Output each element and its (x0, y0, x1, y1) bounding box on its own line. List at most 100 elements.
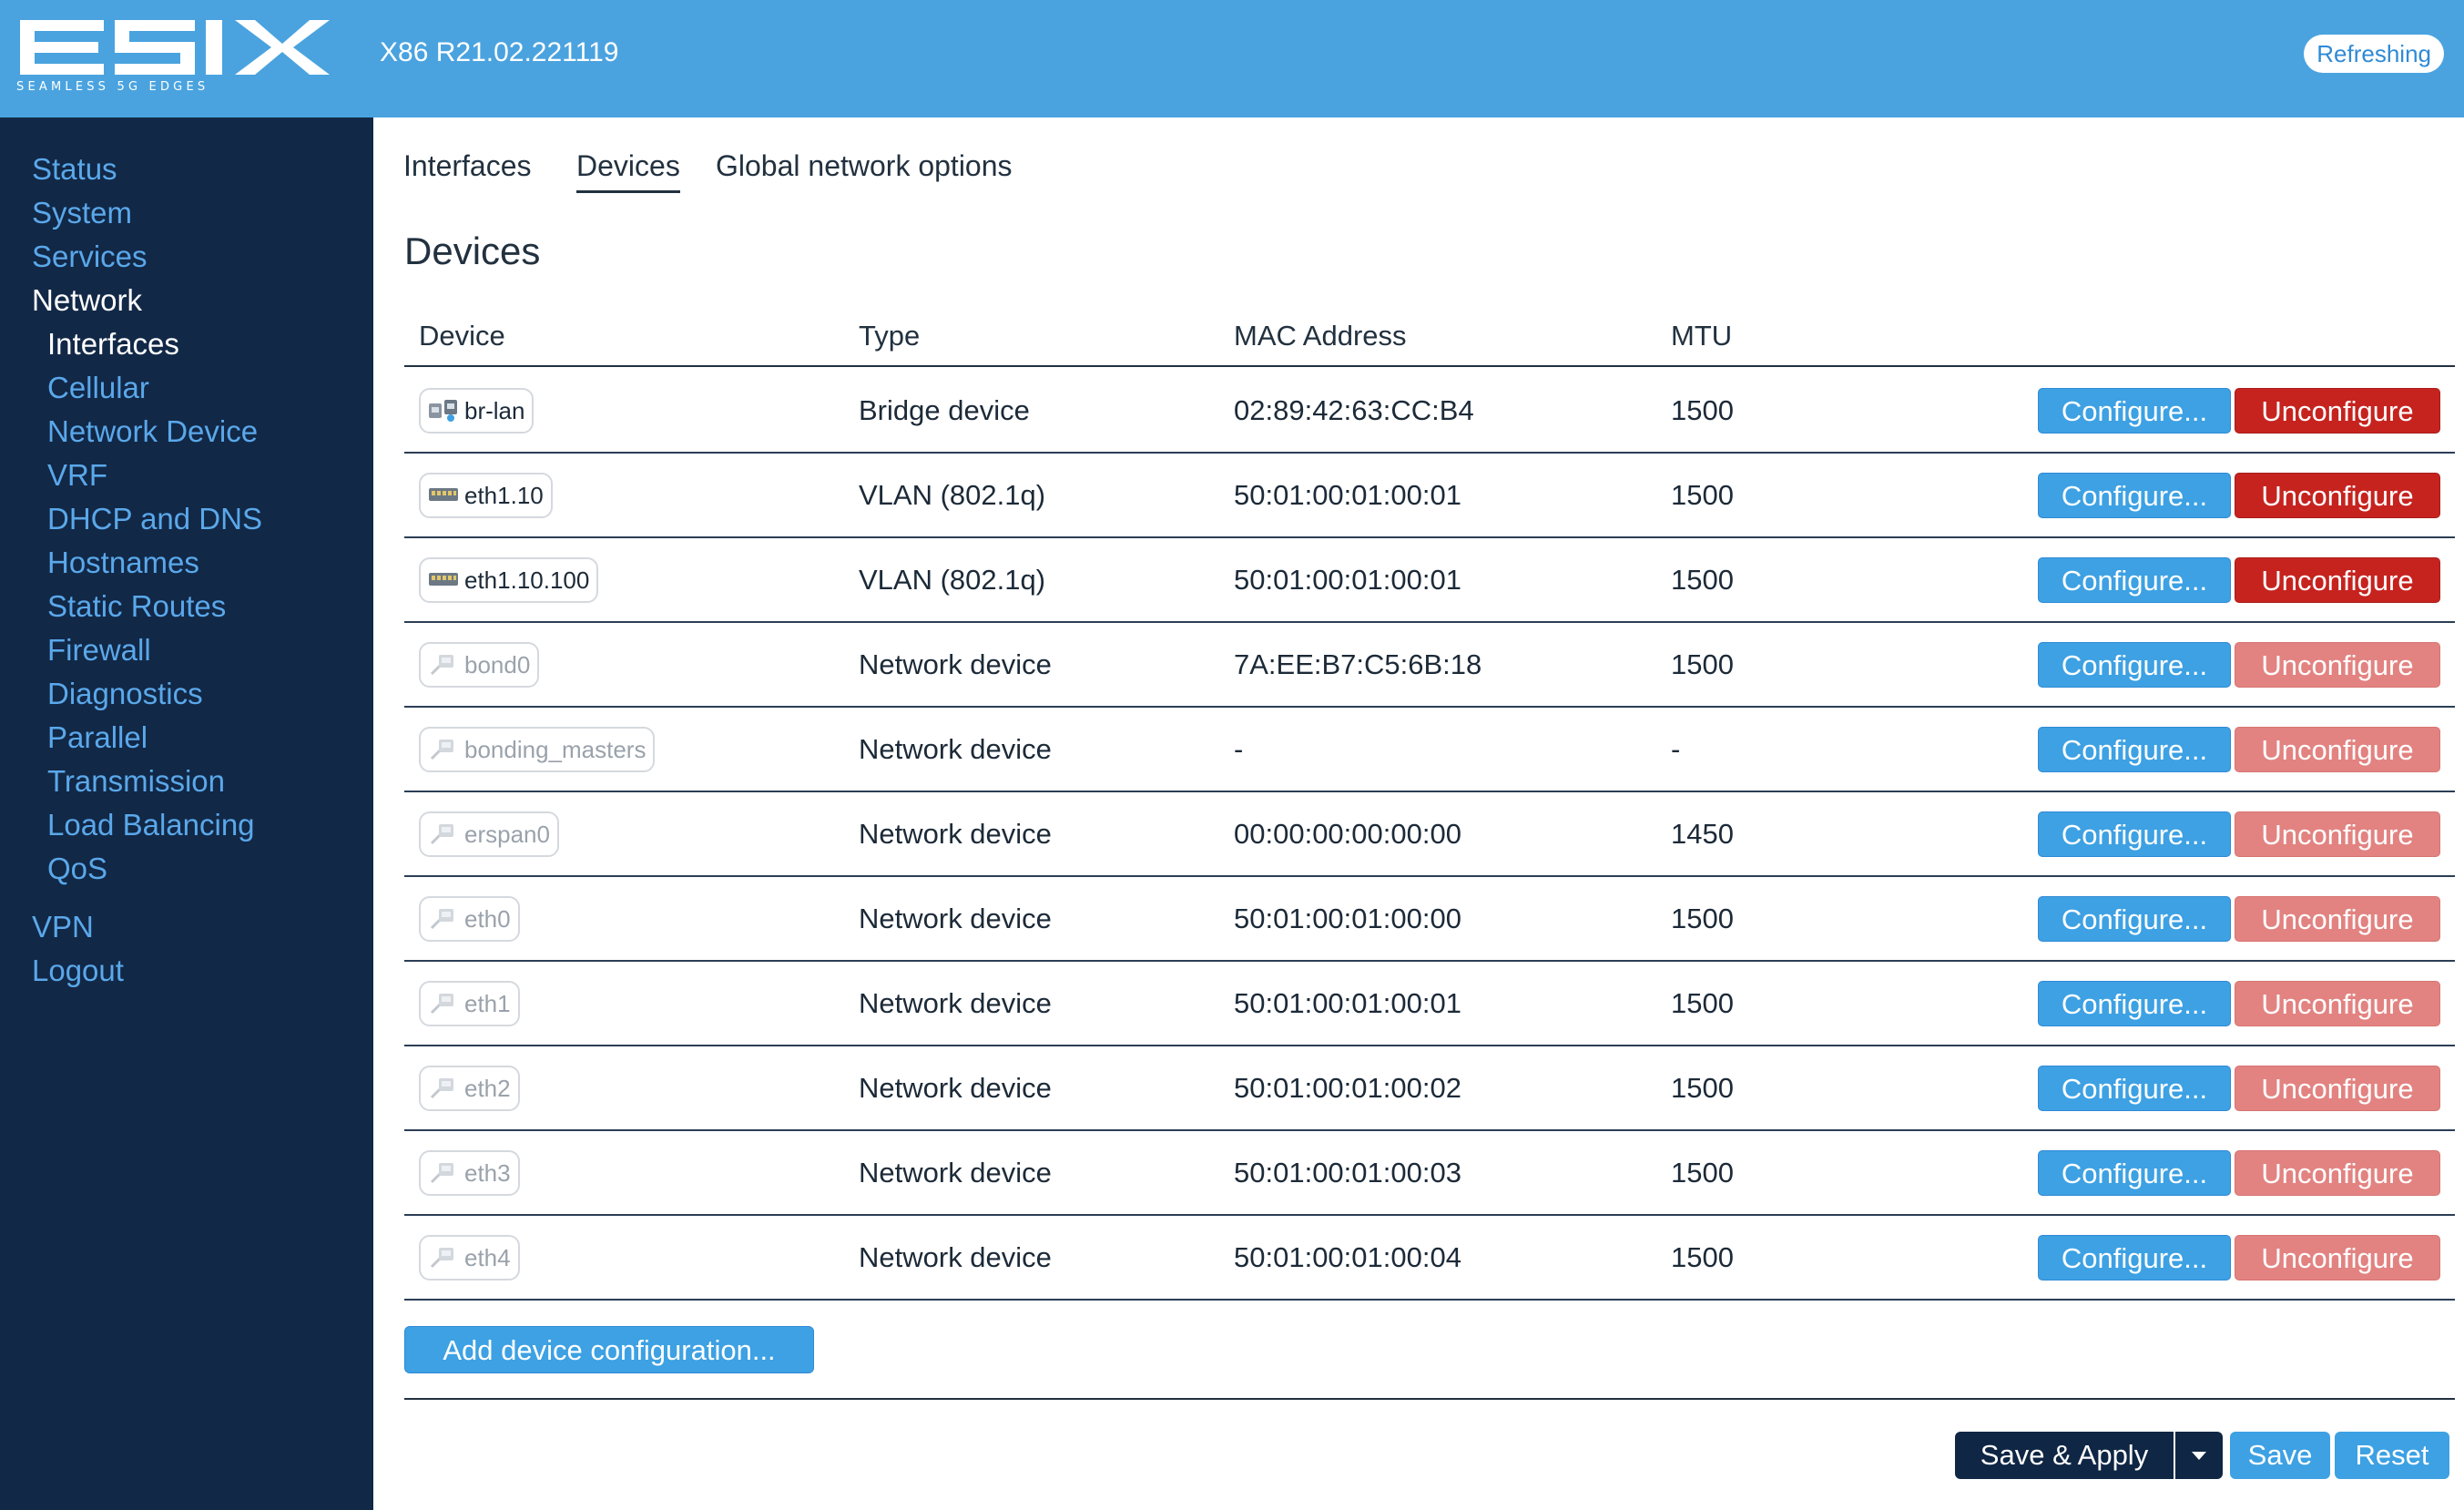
device-badge: eth0 (419, 896, 520, 942)
table-row: eth4 Network device 50:01:00:01:00:04 15… (404, 1216, 2455, 1301)
device-mac: 50:01:00:01:00:01 (1234, 479, 1461, 511)
configure-button[interactable]: Configure... (2038, 1066, 2231, 1111)
ethernet-icon (428, 906, 459, 932)
unconfigure-button[interactable]: Unconfigure (2235, 1235, 2440, 1280)
sidebar-subitem-hostnames[interactable]: Hostnames (47, 546, 199, 579)
device-type: Network device (859, 733, 1052, 765)
unconfigure-button[interactable]: Unconfigure (2235, 981, 2440, 1026)
configure-button[interactable]: Configure... (2038, 557, 2231, 603)
sidebar-subitem-qos[interactable]: QoS (47, 852, 108, 885)
sidebar-subitem-interfaces[interactable]: Interfaces (47, 327, 179, 361)
device-mac: 50:01:00:01:00:04 (1234, 1241, 1461, 1273)
device-badge: eth1 (419, 981, 520, 1026)
column-header-mtu: MTU (1671, 320, 1733, 352)
device-mtu: 1500 (1671, 1241, 1734, 1273)
add-device-configuration-button[interactable]: Add device configuration... (404, 1326, 814, 1373)
device-name: eth0 (464, 904, 511, 933)
device-type: Network device (859, 903, 1052, 934)
bridge-icon (428, 398, 459, 423)
table-row: erspan0 Network device 00:00:00:00:00:00… (404, 792, 2455, 877)
unconfigure-button[interactable]: Unconfigure (2235, 388, 2440, 434)
device-type: Network device (859, 648, 1052, 680)
sidebar-item-system[interactable]: System (32, 196, 133, 230)
save-button[interactable]: Save (2230, 1432, 2330, 1479)
configure-button[interactable]: Configure... (2038, 896, 2231, 942)
sidebar-item-vpn[interactable]: VPN (32, 910, 94, 944)
sidebar-item-network[interactable]: Network (32, 283, 143, 317)
tab-interfaces[interactable]: Interfaces (403, 149, 532, 182)
unconfigure-button[interactable]: Unconfigure (2235, 1150, 2440, 1196)
device-mac: 00:00:00:00:00:00 (1234, 818, 1461, 850)
esix-logo[interactable]: SEAMLESS 5G EDGES (16, 18, 349, 97)
reset-button[interactable]: Reset (2335, 1432, 2449, 1479)
device-badge: br-lan (419, 388, 535, 434)
ethernet-icon (428, 1160, 459, 1186)
sidebar-subitem-transmission[interactable]: Transmission (47, 764, 225, 798)
device-type: Network device (859, 1072, 1052, 1104)
device-type: VLAN (802.1q) (859, 564, 1046, 596)
sidebar-subitem-firewall[interactable]: Firewall (47, 633, 151, 667)
unconfigure-button[interactable]: Unconfigure (2235, 1066, 2440, 1111)
configure-button[interactable]: Configure... (2038, 642, 2231, 688)
save-apply-dropdown-chevron-down-icon[interactable] (2175, 1432, 2223, 1479)
refreshing-badge[interactable]: Refreshing (2304, 35, 2444, 73)
sidebar-subitem-dhcp-dns[interactable]: DHCP and DNS (47, 502, 262, 536)
device-mac: 7A:EE:B7:C5:6B:18 (1234, 648, 1482, 680)
ethernet-icon (428, 737, 459, 762)
configure-button[interactable]: Configure... (2038, 1235, 2231, 1280)
unconfigure-button[interactable]: Unconfigure (2235, 557, 2440, 603)
sidebar-subitem-cellular[interactable]: Cellular (47, 371, 149, 404)
sidebar-item-logout[interactable]: Logout (32, 954, 124, 987)
table-header: Device Type MAC Address MTU (404, 320, 2455, 367)
table-row: br-lan Bridge device 02:89:42:63:CC:B4 1… (404, 369, 2455, 454)
unconfigure-button[interactable]: Unconfigure (2235, 811, 2440, 857)
device-mtu: - (1671, 733, 1681, 765)
sidebar-subitem-load-balancing[interactable]: Load Balancing (47, 808, 255, 842)
logo-tagline: SEAMLESS 5G EDGES (16, 80, 209, 94)
sidebar-subitem-diagnostics[interactable]: Diagnostics (47, 677, 203, 710)
sidebar-item-status[interactable]: Status (32, 152, 117, 186)
ethernet-icon (428, 1245, 459, 1270)
column-header-type: Type (859, 320, 921, 352)
save-and-apply-button[interactable]: Save & Apply (1955, 1432, 2174, 1479)
device-mac: 50:01:00:01:00:01 (1234, 564, 1461, 596)
column-header-device: Device (419, 320, 505, 352)
device-mtu: 1500 (1671, 648, 1734, 680)
device-badge: eth4 (419, 1235, 520, 1280)
device-mac: 50:01:00:01:00:02 (1234, 1072, 1461, 1104)
sidebar-subitem-network-device[interactable]: Network Device (47, 414, 259, 448)
device-badge: erspan0 (419, 811, 559, 857)
device-name: bond0 (464, 650, 531, 678)
ethernet-icon (428, 652, 459, 678)
sidebar-subitem-parallel[interactable]: Parallel (47, 720, 148, 754)
device-name: eth1 (464, 989, 511, 1017)
device-mtu: 1500 (1671, 987, 1734, 1019)
device-mtu: 1500 (1671, 903, 1734, 934)
unconfigure-button[interactable]: Unconfigure (2235, 473, 2440, 518)
configure-button[interactable]: Configure... (2038, 727, 2231, 772)
footer-divider (404, 1398, 2455, 1400)
sidebar-subitem-static-routes[interactable]: Static Routes (47, 589, 227, 623)
device-mac: - (1234, 733, 1244, 765)
device-name: eth4 (464, 1243, 511, 1271)
unconfigure-button[interactable]: Unconfigure (2235, 727, 2440, 772)
tab-global-network-options[interactable]: Global network options (716, 149, 1013, 182)
ethernet-icon (428, 821, 459, 847)
device-badge: bonding_masters (419, 727, 656, 772)
sidebar-item-services[interactable]: Services (32, 240, 148, 273)
device-badge: eth1.10 (419, 473, 553, 518)
configure-button[interactable]: Configure... (2038, 981, 2231, 1026)
table-row: eth1.10 VLAN (802.1q) 50:01:00:01:00:01 … (404, 454, 2455, 538)
configure-button[interactable]: Configure... (2038, 473, 2231, 518)
sidebar-subitem-vrf[interactable]: VRF (47, 458, 107, 492)
configure-button[interactable]: Configure... (2038, 388, 2231, 434)
table-row: eth0 Network device 50:01:00:01:00:00 15… (404, 877, 2455, 962)
device-mac: 50:01:00:01:00:03 (1234, 1157, 1461, 1189)
configure-button[interactable]: Configure... (2038, 1150, 2231, 1196)
unconfigure-button[interactable]: Unconfigure (2235, 896, 2440, 942)
tab-devices[interactable]: Devices (576, 149, 680, 193)
unconfigure-button[interactable]: Unconfigure (2235, 642, 2440, 688)
device-name: eth1.10 (464, 481, 544, 509)
table-row: eth3 Network device 50:01:00:01:00:03 15… (404, 1131, 2455, 1216)
configure-button[interactable]: Configure... (2038, 811, 2231, 857)
